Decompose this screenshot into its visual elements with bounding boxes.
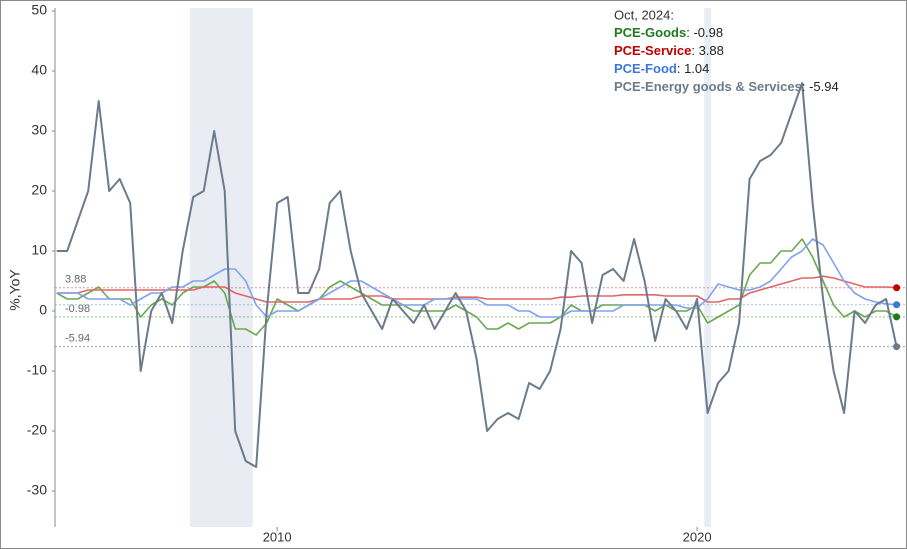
y-tick-label: 10 [31,242,47,258]
legend-separator: : [686,25,693,40]
legend-separator: : [802,79,809,94]
legend-name: PCE-Food [614,61,677,76]
y-tick-label: 30 [31,122,47,138]
shaded-range [704,8,711,527]
y-tick-label: 50 [31,2,47,18]
y-tick-label: -20 [27,422,47,438]
legend-entry: PCE-Food: 1.04 [614,61,709,76]
reference-label: 3.88 [65,274,86,286]
x-tick-label: 2020 [683,529,712,544]
legend-name: PCE-Service [614,43,691,58]
end-dot [893,343,901,351]
y-tick-label: -10 [27,362,47,378]
legend-entry: PCE-Goods: -0.98 [614,25,723,40]
legend-separator: : [677,61,684,76]
y-tick-label: 20 [31,182,47,198]
series-line [56,238,897,336]
x-tick-label: 2010 [263,529,292,544]
series-line [56,275,897,303]
end-dot [893,284,901,292]
y-tick-label: -30 [27,482,47,498]
legend-entry: PCE-Service: 3.88 [614,43,724,58]
legend-value: -5.94 [809,79,839,94]
end-dot [893,313,901,321]
legend-name: PCE-Goods [614,25,686,40]
legend-name: PCE-Energy goods & Services [614,79,802,94]
legend-separator: : [691,43,698,58]
legend-value: -0.98 [693,25,723,40]
y-axis-label: %,YoY [7,269,23,311]
legend-title: Oct, 2024: [614,7,674,22]
legend-value: 3.88 [699,43,724,58]
series-line [56,82,898,468]
legend-entry: PCE-Energy goods & Services: -5.94 [614,79,839,94]
reference-label: -0.98 [65,303,90,315]
legend-value: 1.04 [684,61,709,76]
y-tick-label: 40 [31,62,47,78]
y-tick-label: 0 [39,302,47,318]
series-line [56,238,897,318]
shaded-range [189,8,253,527]
end-dot [893,301,901,309]
reference-label: -5.94 [65,333,90,345]
